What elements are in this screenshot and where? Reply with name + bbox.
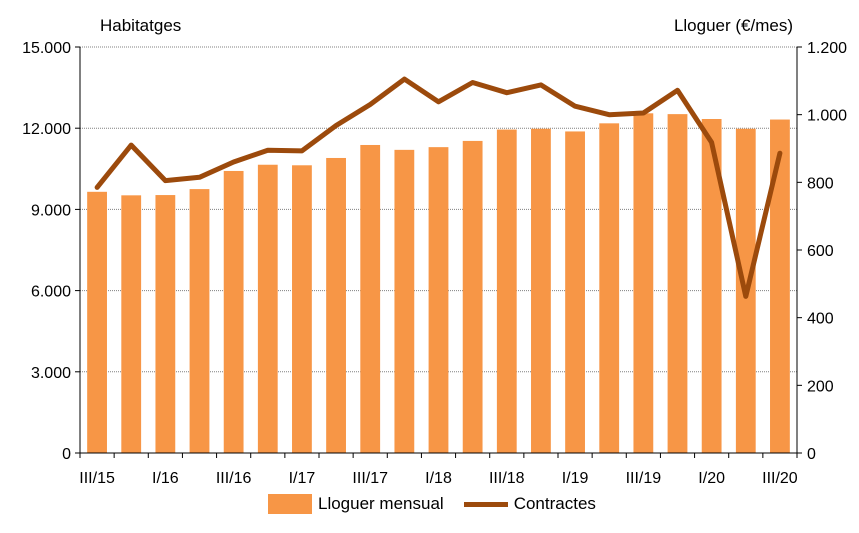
legend-label-line: Contractes [513,494,596,513]
bar [462,140,483,453]
bar [633,113,654,454]
right-axis-ticks: 0 200 400 600 800 1.000 1.200 [797,40,847,463]
series-line [94,76,783,299]
left-axis-ticks: 0 3.000 6.000 9.000 12.000 15.000 [22,40,80,463]
bar [428,147,449,453]
x-tick-label: III/18 [489,470,525,487]
bar [257,164,278,454]
x-tick-label: I/17 [289,470,316,487]
left-tick-label: 6.000 [31,284,71,301]
right-axis-title: Lloguer (€/mes) [673,16,793,35]
bar [87,191,107,453]
bar [565,131,585,453]
bar [667,114,688,453]
left-tick-label: 12.000 [22,121,71,138]
legend-label-bar: Lloguer mensual [318,494,444,513]
legend: Lloguer mensual Contractes [268,494,596,514]
x-axis-ticks: III/15 I/16 III/16 I/17 III/17 I/18 III/18 I/19… [79,453,798,487]
bar [189,189,210,453]
bar [121,195,142,454]
bar [496,129,517,453]
bar [223,170,244,453]
left-tick-label: 15.000 [22,40,71,57]
x-tick-label: I/18 [425,470,452,487]
left-tick-label: 9.000 [31,202,71,219]
bar [599,123,620,453]
right-tick-label: 400 [807,311,834,328]
right-tick-label: 800 [807,175,834,192]
bar [770,119,790,453]
x-tick-label: III/15 [79,470,115,487]
bar [155,195,176,453]
right-tick-label: 1.000 [807,108,847,125]
x-tick-label: III/17 [352,470,388,487]
x-tick-label: III/19 [626,470,662,487]
right-tick-label: 1.200 [807,40,847,57]
bar [292,165,312,454]
x-tick-label: I/19 [562,470,589,487]
line-series-contractes [94,76,783,299]
bar [360,144,381,454]
bar [701,118,722,454]
left-tick-label: 3.000 [31,365,71,382]
left-axis-title: Habitatges [100,16,182,35]
x-tick-label: I/16 [152,470,179,487]
bar-series-lloguer-mensual [87,113,790,454]
right-tick-label: 200 [807,378,834,395]
x-tick-label: III/20 [762,470,798,487]
x-tick-label: I/20 [698,470,725,487]
bar [531,128,551,453]
legend-swatch-bar [268,494,312,514]
right-tick-label: 0 [807,446,816,463]
left-tick-label: 0 [62,446,71,463]
x-tick-label: III/16 [216,470,252,487]
bar [394,149,415,453]
right-tick-label: 600 [807,243,834,260]
bar [326,157,346,453]
legend-swatch-line [463,501,508,507]
